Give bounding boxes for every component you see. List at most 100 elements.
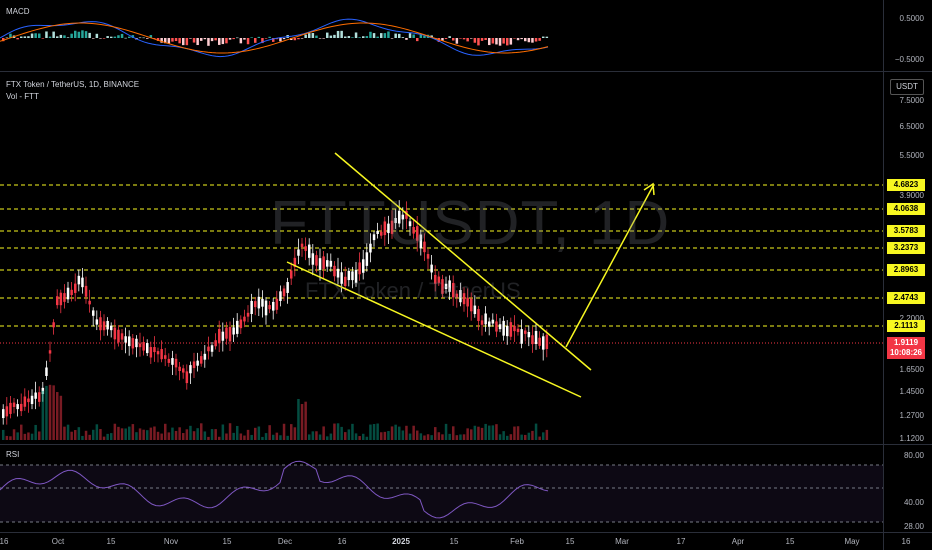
- rsi-legend[interactable]: RSI: [6, 450, 20, 459]
- candle-body: [455, 293, 459, 298]
- candle-body: [110, 325, 113, 331]
- macd-histogram-bar: [326, 32, 329, 38]
- macd-pane-divider[interactable]: [0, 71, 932, 72]
- candle-body: [491, 319, 495, 324]
- wedge-upper-trendline: [334, 152, 592, 371]
- candle-body: [88, 300, 91, 305]
- candle-body: [261, 298, 264, 307]
- volume-bar: [495, 424, 498, 440]
- volume-bar: [304, 401, 307, 440]
- candle-body: [315, 255, 318, 266]
- candle-body: [264, 300, 268, 316]
- rsi-tick: 40.00: [903, 498, 924, 507]
- volume-bar: [178, 427, 181, 440]
- volume-bar: [538, 436, 541, 440]
- volume-bar: [300, 404, 304, 440]
- candle-body: [275, 298, 279, 310]
- macd-histogram-bar: [117, 35, 120, 38]
- macd-legend[interactable]: MACD: [6, 7, 30, 16]
- volume-bar: [236, 425, 239, 440]
- target-projection-arrow: [565, 185, 654, 348]
- rsi-tick: 28.00: [903, 522, 924, 531]
- volume-bar: [131, 424, 135, 440]
- volume-bar: [441, 434, 444, 440]
- candle-body: [95, 319, 99, 325]
- volume-bar: [250, 434, 253, 440]
- symbol-legend[interactable]: FTX Token / TetherUS, 1D, BINANCE: [6, 80, 140, 89]
- volume-bar: [365, 436, 369, 440]
- volume-bar: [38, 431, 41, 440]
- macd-histogram-bar: [5, 37, 9, 39]
- macd-histogram-bar: [99, 38, 102, 39]
- candle-body: [524, 330, 527, 334]
- volume-bar: [261, 436, 264, 440]
- candle-body: [84, 285, 88, 297]
- volume-bar: [527, 432, 531, 440]
- candle-body: [416, 226, 419, 241]
- volume-bar: [491, 425, 495, 440]
- candle-body: [149, 347, 153, 358]
- volume-bar: [225, 433, 228, 440]
- volume-bar: [311, 431, 315, 440]
- candle-body: [66, 287, 70, 300]
- level-tag: 4.0638: [887, 203, 925, 215]
- volume-bar: [347, 429, 351, 440]
- macd-tick: −0.5000: [894, 55, 924, 64]
- volume-bar: [138, 428, 142, 440]
- macd-histogram-bar: [347, 36, 351, 38]
- volume-bar: [117, 426, 120, 440]
- macd-histogram-bar: [380, 33, 383, 38]
- candle-body: [52, 322, 55, 328]
- candle-body: [502, 320, 505, 336]
- macd-histogram-bar: [63, 35, 66, 38]
- candle-body: [412, 227, 415, 234]
- volume-bar: [484, 423, 487, 440]
- rsi-pane-divider[interactable]: [0, 444, 932, 445]
- candle-body: [322, 256, 325, 269]
- macd-histogram-bar: [257, 36, 261, 38]
- macd-histogram-bar: [372, 33, 376, 38]
- volume-bar: [376, 423, 379, 440]
- macd-histogram-bar: [322, 38, 325, 39]
- volume-bar: [513, 426, 516, 440]
- volume-bar: [344, 432, 347, 440]
- volume-bar: [135, 432, 138, 440]
- candle-body: [218, 329, 221, 344]
- candle-body: [365, 252, 369, 266]
- volume-bar: [448, 433, 451, 440]
- volume-bar: [534, 423, 538, 440]
- candle-body: [74, 283, 77, 293]
- macd-histogram-bar: [106, 36, 109, 38]
- volume-bar: [232, 432, 235, 440]
- macd-histogram-bar: [192, 38, 196, 43]
- macd-histogram-bar: [221, 38, 225, 45]
- macd-histogram-bar: [41, 38, 45, 39]
- macd-histogram-bar: [369, 31, 372, 38]
- volume-bar: [66, 424, 70, 440]
- price-tick: 2.2000: [899, 314, 924, 323]
- candle-body: [171, 358, 174, 365]
- volume-bar: [394, 424, 397, 440]
- volume-legend[interactable]: Vol - FTT: [6, 92, 39, 101]
- volume-bar: [480, 427, 484, 440]
- macd-histogram-bar: [167, 38, 171, 44]
- macd-histogram-bar: [491, 38, 495, 44]
- macd-histogram-bar: [542, 36, 545, 38]
- macd-histogram-bar: [74, 30, 77, 38]
- candle-body: [329, 260, 333, 267]
- volume-bar: [315, 431, 318, 440]
- macd-histogram-bar: [297, 38, 300, 40]
- volume-bar: [336, 423, 340, 440]
- candle-body: [336, 268, 340, 278]
- candle-body: [135, 338, 138, 348]
- volume-bar: [146, 430, 149, 440]
- volume-bar: [462, 434, 466, 440]
- macd-histogram-bar: [254, 38, 257, 43]
- volume-bar: [473, 425, 477, 440]
- arrow-head-icon: [643, 182, 655, 196]
- price-axis-divider: [883, 0, 884, 550]
- macd-histogram-bar: [146, 38, 149, 39]
- currency-unit-button[interactable]: USDT: [890, 79, 924, 95]
- candle-body: [477, 309, 480, 321]
